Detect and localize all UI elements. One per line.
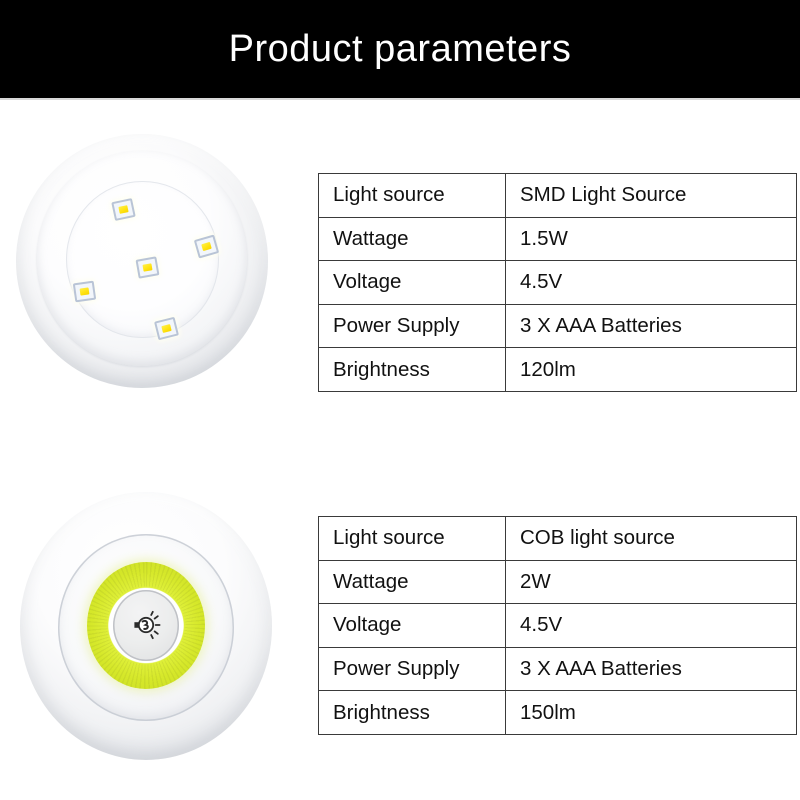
- cob-spec-table: Light source COB light source Wattage 2W…: [318, 516, 797, 735]
- spec-label-light-source: Light source: [318, 173, 506, 218]
- table-row: Voltage 4.5V: [318, 603, 797, 648]
- table-row: Power Supply 3 X AAA Batteries: [318, 303, 797, 349]
- smd-image-caption: White round LED puck light with five squ…: [16, 134, 17, 135]
- spec-value-brightness: 150lm: [505, 690, 797, 735]
- spec-value-voltage: 4.5V: [505, 260, 797, 305]
- spec-label-wattage: Wattage: [318, 559, 506, 605]
- page-title: Product parameters: [228, 28, 572, 70]
- spec-value-light-source: SMD Light Source: [505, 173, 797, 218]
- spec-label-power-supply: Power Supply: [318, 646, 506, 692]
- smd-spec-table: Light source SMD Light Source Wattage 1.…: [318, 173, 797, 392]
- spec-value-wattage: 2W: [505, 559, 797, 605]
- spec-label-light-source: Light source: [318, 516, 506, 561]
- spec-value-light-source: COB light source: [505, 516, 797, 561]
- table-row: Light source COB light source: [318, 516, 797, 561]
- banner-divider: [0, 98, 800, 100]
- spec-label-brightness: Brightness: [318, 690, 506, 735]
- cob-image-caption: White round COB puck light with yellow-g…: [20, 492, 21, 493]
- spec-value-wattage: 1.5W: [505, 216, 797, 262]
- spec-label-voltage: Voltage: [318, 260, 506, 305]
- cob-puck-light-image: White round COB puck light with yellow-g…: [20, 492, 272, 760]
- table-row: Light source SMD Light Source: [318, 173, 797, 218]
- spec-value-brightness: 120lm: [505, 347, 797, 392]
- table-row: Voltage 4.5V: [318, 260, 797, 305]
- spec-value-power-supply: 3 X AAA Batteries: [505, 303, 797, 349]
- light-bulb-icon: [129, 610, 163, 640]
- spec-label-wattage: Wattage: [318, 216, 506, 262]
- spec-label-brightness: Brightness: [318, 347, 506, 392]
- spec-label-power-supply: Power Supply: [318, 303, 506, 349]
- smd-puck-light-image: White round LED puck light with five squ…: [16, 134, 268, 388]
- smd-led-chip-icon: [72, 280, 97, 303]
- table-row: Wattage 2W: [318, 559, 797, 605]
- table-row: Brightness 150lm: [318, 690, 797, 735]
- title-banner: Product parameters: [0, 0, 800, 98]
- table-row: Wattage 1.5W: [318, 216, 797, 262]
- cob-push-button: [113, 589, 179, 661]
- spec-value-voltage: 4.5V: [505, 603, 797, 648]
- table-row: Power Supply 3 X AAA Batteries: [318, 646, 797, 692]
- spec-label-voltage: Voltage: [318, 603, 506, 648]
- spec-value-power-supply: 3 X AAA Batteries: [505, 646, 797, 692]
- smd-led-chip-icon: [135, 256, 160, 279]
- table-row: Brightness 120lm: [318, 347, 797, 392]
